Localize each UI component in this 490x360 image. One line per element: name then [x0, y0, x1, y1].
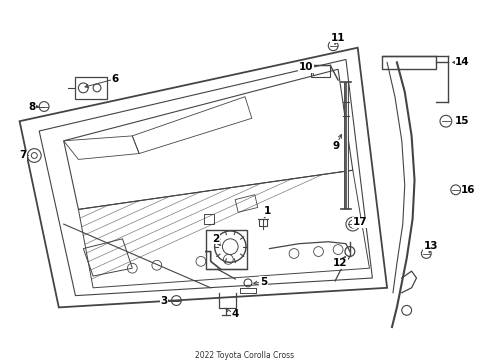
Text: 1: 1 — [264, 206, 271, 216]
Text: 8: 8 — [29, 102, 36, 112]
Text: 2: 2 — [212, 234, 219, 244]
Text: 7: 7 — [19, 150, 26, 161]
Text: 10: 10 — [298, 62, 313, 72]
Text: 2022 Toyota Corolla Cross
Lock & Hardware Module Diagram
89222-0A010: 2022 Toyota Corolla Cross Lock & Hardwar… — [179, 351, 311, 360]
Text: 3: 3 — [160, 296, 167, 306]
Bar — [206, 230, 247, 269]
Text: 13: 13 — [424, 241, 439, 251]
Text: 5: 5 — [260, 277, 267, 287]
Text: 17: 17 — [352, 217, 367, 227]
Text: 6: 6 — [111, 74, 118, 84]
Text: 4: 4 — [231, 309, 239, 319]
Text: 9: 9 — [333, 141, 340, 151]
Bar — [204, 214, 214, 224]
Text: 11: 11 — [331, 33, 345, 43]
Bar — [75, 77, 107, 99]
Text: 14: 14 — [455, 57, 470, 67]
Bar — [311, 66, 330, 77]
Bar — [259, 219, 267, 226]
Text: 15: 15 — [455, 116, 470, 126]
Text: 16: 16 — [461, 185, 476, 195]
Text: 12: 12 — [333, 258, 347, 268]
